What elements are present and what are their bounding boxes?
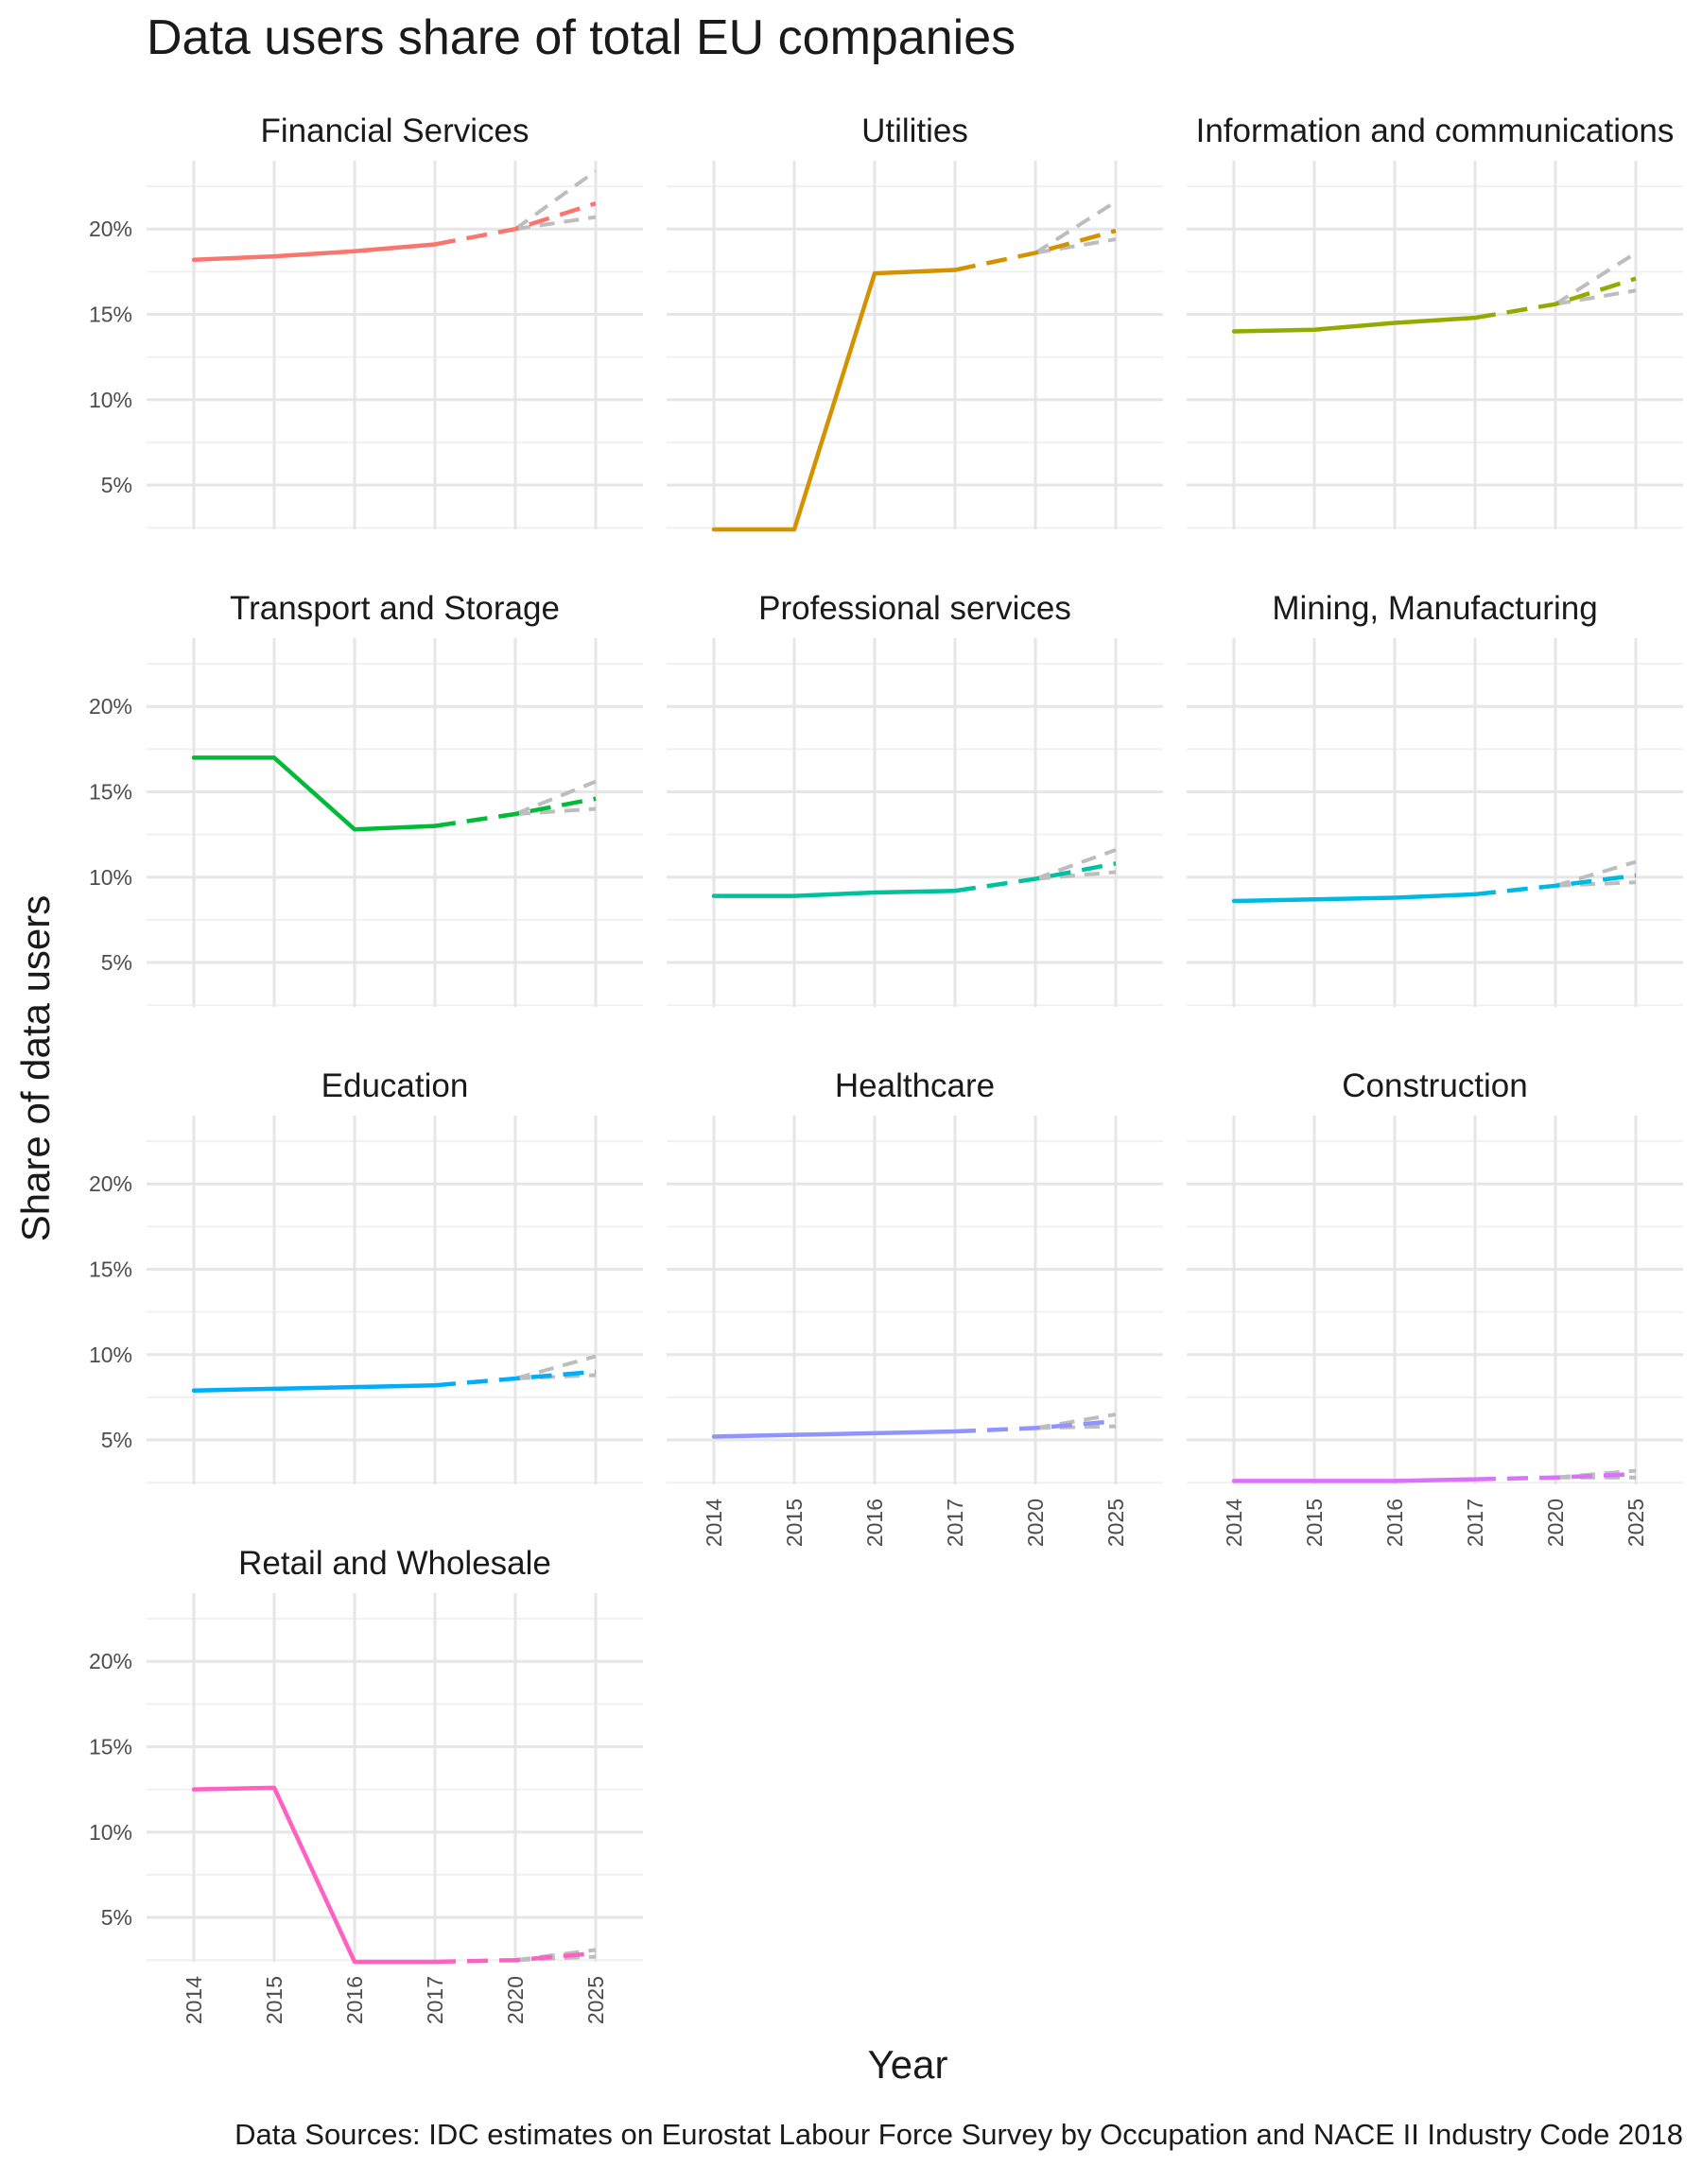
chart-caption: Data Sources: IDC estimates on Eurostat … bbox=[234, 2118, 1683, 2151]
projection-line-utilities bbox=[954, 228, 1117, 272]
y-tick-label: 10% bbox=[89, 865, 132, 890]
series-line-mining-manufacturing bbox=[1231, 892, 1478, 904]
x-tick-label: 2015 bbox=[1302, 1499, 1327, 1547]
series-line-retail-and-wholesale bbox=[191, 1785, 438, 1965]
x-tick-label: 2016 bbox=[862, 1499, 887, 1547]
series-line-utilities bbox=[711, 268, 958, 532]
projection-line-mining-manufacturing bbox=[1474, 873, 1637, 897]
projection-line-transport-and-storage bbox=[434, 796, 597, 828]
panel-title-construction: Construction bbox=[1342, 1067, 1527, 1104]
x-tick-label: 2020 bbox=[1543, 1499, 1568, 1547]
y-tick-label: 5% bbox=[101, 1428, 132, 1452]
scenario-high-line bbox=[1034, 848, 1117, 881]
chart-title: Data users share of total EU companies bbox=[147, 10, 1016, 65]
x-tick-label: 2014 bbox=[702, 1499, 726, 1547]
projection-line-professional-services bbox=[954, 861, 1117, 893]
y-tick-label: 15% bbox=[89, 780, 132, 805]
scenario-low-line bbox=[514, 1954, 597, 1963]
x-axis-title: Year bbox=[868, 2042, 948, 2087]
projection-line-construction bbox=[1474, 1471, 1637, 1482]
panel-title-utilities: Utilities bbox=[861, 113, 968, 149]
projection-line-information-and-communications bbox=[1474, 276, 1637, 321]
scenario-high-line bbox=[1554, 251, 1638, 306]
series-line-construction bbox=[1231, 1477, 1478, 1483]
x-tick-label: 2016 bbox=[342, 1976, 367, 2024]
x-tick-label: 2017 bbox=[423, 1976, 447, 2024]
panel-title-healthcare: Healthcare bbox=[835, 1067, 995, 1104]
series-line-financial-services bbox=[191, 242, 438, 262]
series-line-education bbox=[191, 1383, 438, 1393]
panel-title-transport-and-storage: Transport and Storage bbox=[230, 590, 560, 627]
x-tick-label: 2017 bbox=[943, 1499, 967, 1547]
y-tick-label: 20% bbox=[89, 1171, 132, 1196]
scenario-high-line bbox=[1554, 859, 1637, 888]
projection-line-financial-services bbox=[434, 200, 597, 247]
y-tick-label: 5% bbox=[101, 1905, 132, 1930]
scenario-low-line bbox=[1554, 880, 1637, 888]
series-line-healthcare bbox=[711, 1429, 958, 1439]
x-tick-label: 2020 bbox=[1023, 1499, 1048, 1547]
projection-line-healthcare bbox=[954, 1418, 1117, 1434]
panel-title-professional-services: Professional services bbox=[758, 590, 1071, 627]
series-line-transport-and-storage bbox=[191, 755, 438, 832]
panel-title-financial-services: Financial Services bbox=[261, 113, 530, 149]
y-tick-label: 15% bbox=[89, 303, 132, 327]
projection-line-education bbox=[434, 1369, 597, 1388]
series-line-information-and-communications bbox=[1231, 315, 1478, 334]
x-tick-label: 2015 bbox=[262, 1976, 287, 2024]
scenario-low-line bbox=[1034, 1424, 1117, 1430]
y-tick-label: 10% bbox=[89, 1343, 132, 1367]
scenario-high-line bbox=[513, 169, 598, 231]
y-tick-label: 10% bbox=[89, 388, 132, 412]
x-tick-label: 2025 bbox=[1103, 1499, 1128, 1547]
series-line-professional-services bbox=[711, 888, 958, 898]
scenario-high-line bbox=[514, 1354, 597, 1380]
projection-line-retail-and-wholesale bbox=[434, 1950, 597, 1965]
panel-title-mining-manufacturing: Mining, Manufacturing bbox=[1272, 590, 1597, 627]
y-tick-label: 15% bbox=[89, 1257, 132, 1282]
x-tick-label: 2025 bbox=[1624, 1499, 1648, 1547]
y-tick-label: 10% bbox=[89, 1820, 132, 1845]
x-tick-label: 2014 bbox=[1222, 1499, 1246, 1547]
panel-title-education: Education bbox=[321, 1067, 469, 1104]
y-tick-label: 20% bbox=[89, 694, 132, 719]
x-tick-label: 2014 bbox=[182, 1976, 206, 2024]
x-tick-label: 2016 bbox=[1382, 1499, 1407, 1547]
y-tick-label: 5% bbox=[101, 473, 132, 497]
y-axis-title: Share of data users bbox=[13, 895, 58, 1242]
scenario-high-line bbox=[1033, 199, 1118, 255]
y-tick-label: 15% bbox=[89, 1735, 132, 1759]
scenario-low-line bbox=[1034, 870, 1117, 881]
panel-title-retail-and-wholesale: Retail and Wholesale bbox=[238, 1545, 551, 1582]
x-tick-label: 2017 bbox=[1463, 1499, 1487, 1547]
scenario-low-line bbox=[514, 215, 597, 232]
x-tick-label: 2015 bbox=[782, 1499, 807, 1547]
scenario-low-line bbox=[1034, 237, 1117, 255]
scenario-low-line bbox=[514, 806, 597, 816]
y-tick-label: 20% bbox=[89, 217, 132, 241]
scenario-low-line bbox=[514, 1373, 597, 1381]
panel-title-information-and-communications: Information and communications bbox=[1196, 113, 1675, 149]
scenario-high-line bbox=[1034, 1413, 1117, 1430]
x-tick-label: 2025 bbox=[583, 1976, 608, 2024]
scenario-high-line bbox=[514, 779, 597, 816]
y-tick-label: 20% bbox=[89, 1649, 132, 1673]
y-tick-label: 5% bbox=[101, 950, 132, 975]
scenario-low-line bbox=[1554, 288, 1637, 306]
x-tick-label: 2020 bbox=[503, 1976, 528, 2024]
